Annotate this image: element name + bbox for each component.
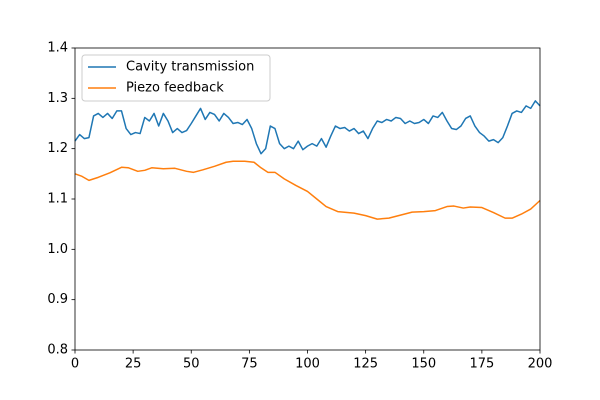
legend: Cavity transmission Piezo feedback <box>81 54 271 102</box>
y-tick-label: 1.2 <box>47 141 68 156</box>
legend-box <box>81 54 271 102</box>
x-tick-label: 50 <box>183 357 200 372</box>
x-tick-label: 25 <box>125 357 142 372</box>
x-tick-label: 0 <box>71 357 79 372</box>
x-tick-label: 125 <box>353 357 378 372</box>
x-tick-label: 200 <box>528 357 553 372</box>
x-tick-label: 175 <box>469 357 494 372</box>
y-tick-label: 1.4 <box>47 41 68 56</box>
line <box>74 100 541 155</box>
y-tick-label: 1.0 <box>47 242 68 257</box>
y-tick-label: 0.8 <box>47 343 68 358</box>
axes-frame <box>74 47 541 351</box>
y-tick-label: 1.3 <box>47 91 68 106</box>
y-tick-label: 0.9 <box>47 292 68 307</box>
x-tick-label: 100 <box>295 357 320 372</box>
x-tick-label: 150 <box>411 357 436 372</box>
legend-label: Cavity transmission <box>126 60 254 75</box>
y-tick-label: 1.1 <box>47 192 68 207</box>
legend-label: Piezo feedback <box>126 81 224 96</box>
x-tick-label: 75 <box>241 357 258 372</box>
line <box>74 160 541 220</box>
